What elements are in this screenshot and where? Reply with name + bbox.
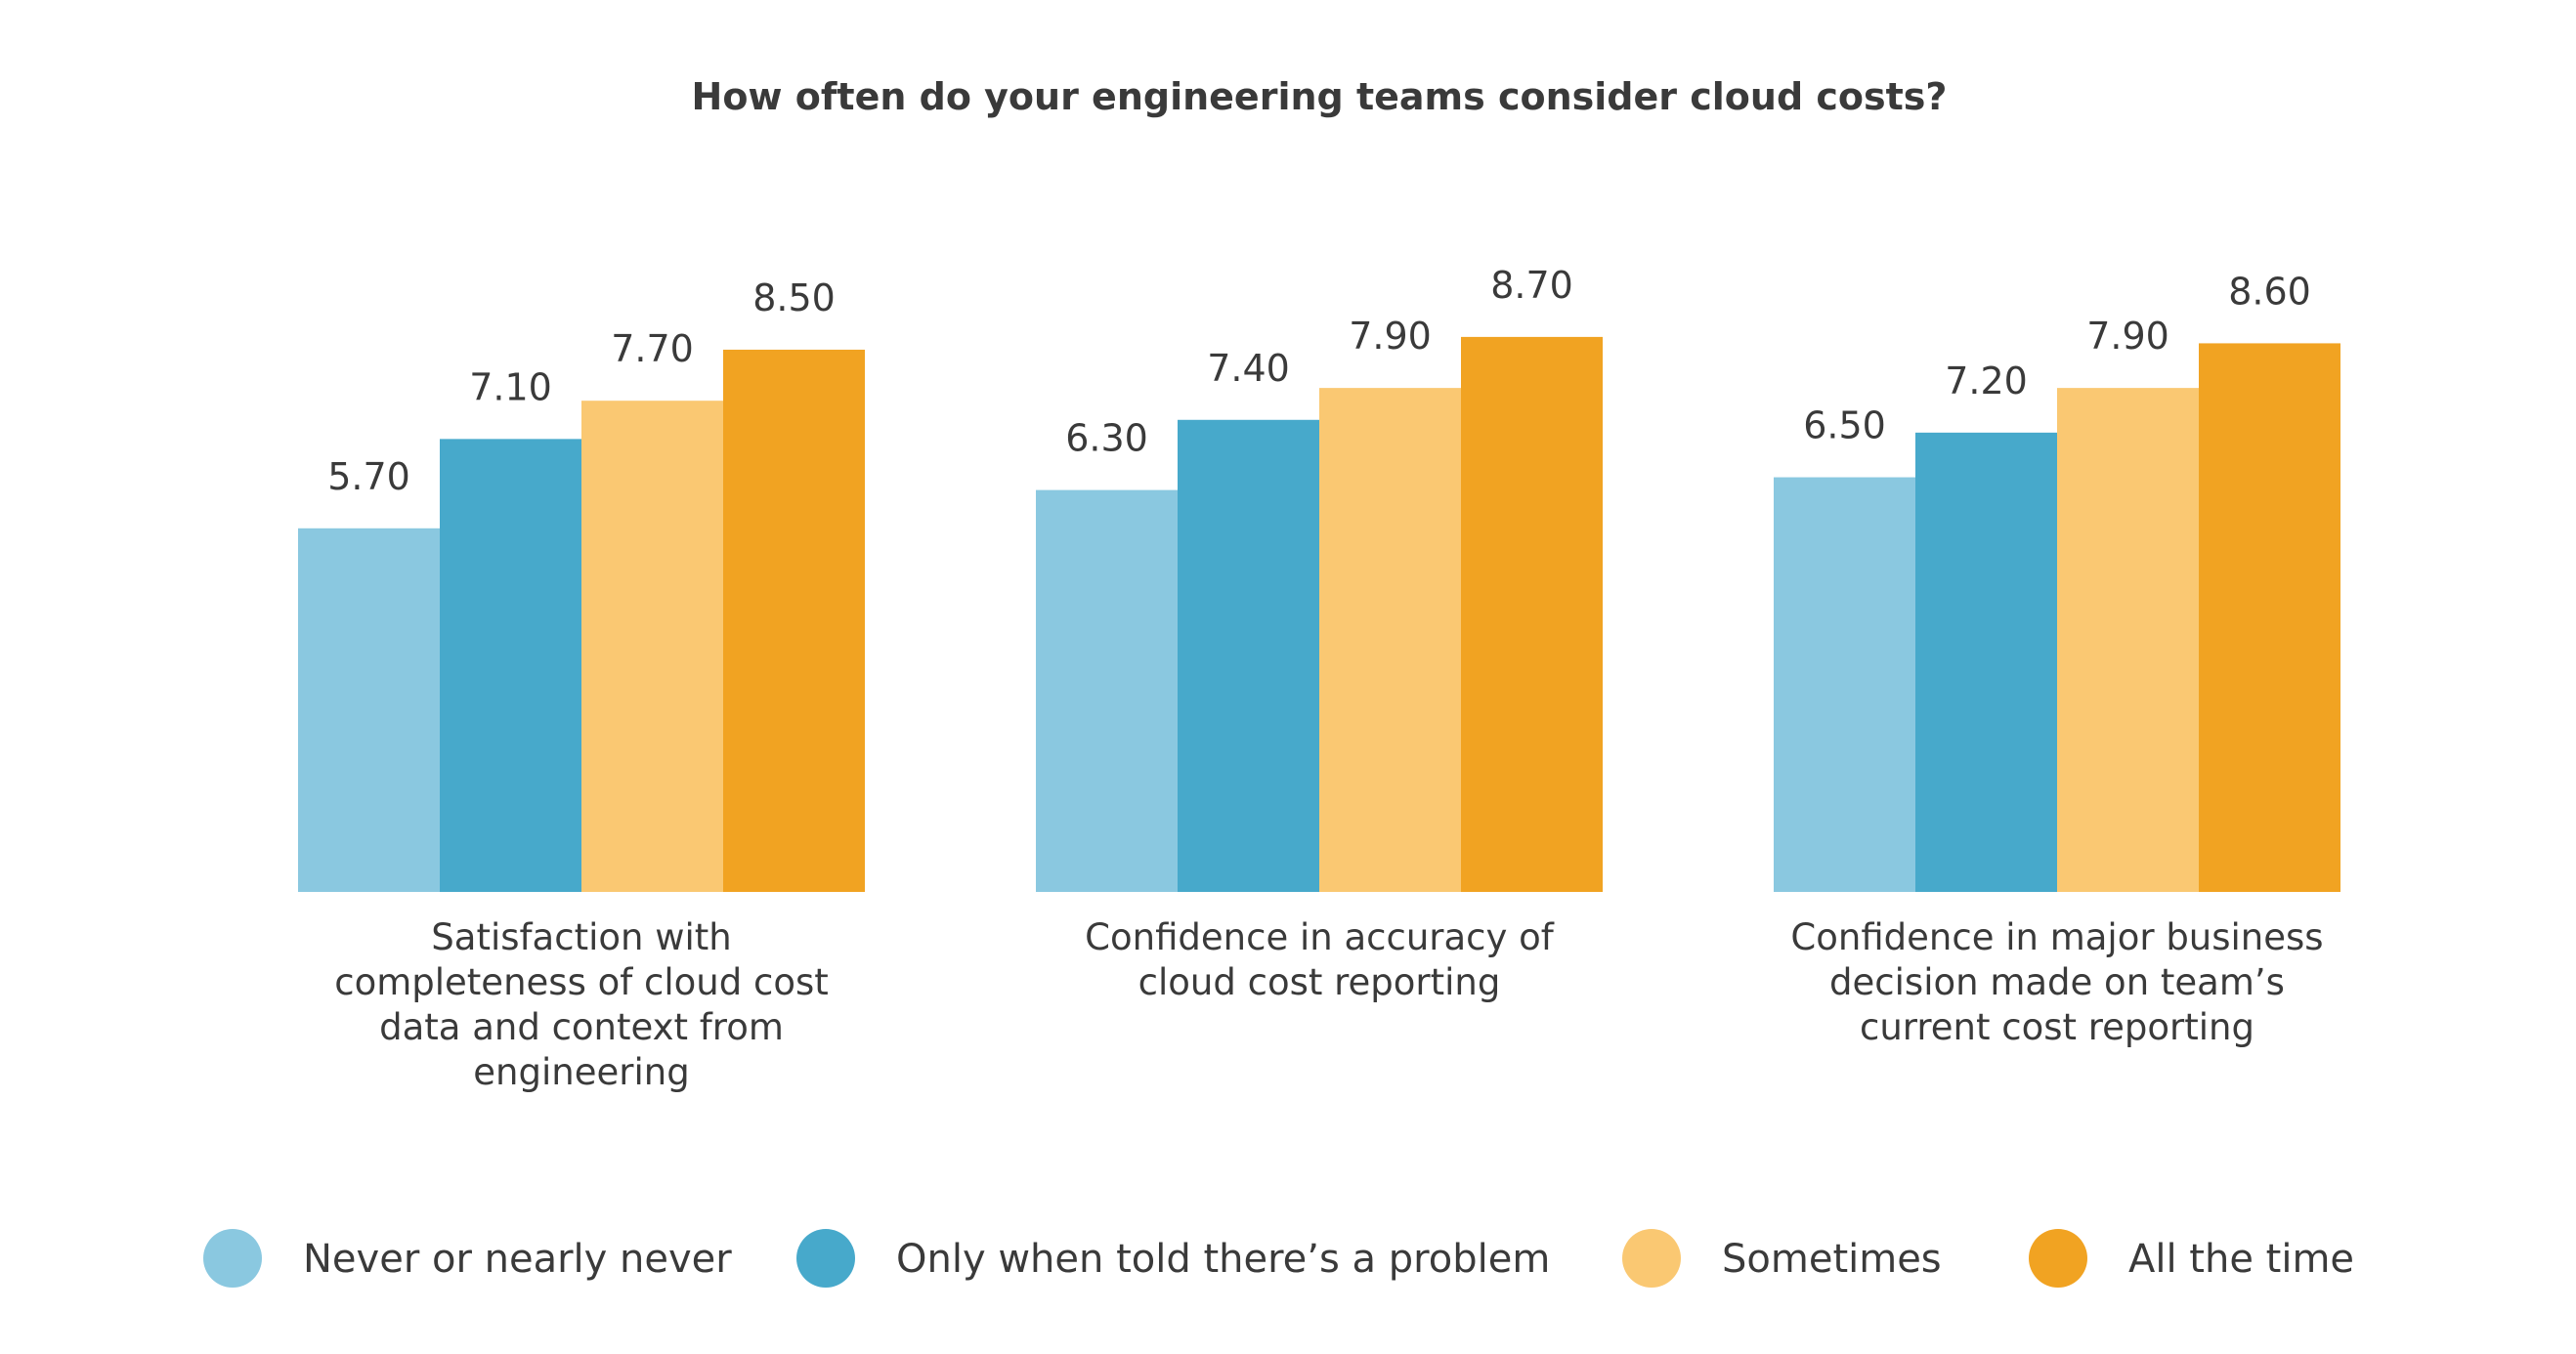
data-label: 8.60 bbox=[2228, 270, 2311, 313]
data-label: 8.70 bbox=[1490, 264, 1573, 307]
category-label: Confidence in accuracy of bbox=[1085, 916, 1555, 958]
bar bbox=[581, 401, 723, 892]
bar bbox=[1461, 336, 1603, 892]
data-label: 5.70 bbox=[327, 455, 410, 498]
bars-layer bbox=[298, 336, 2340, 892]
bar bbox=[2057, 388, 2199, 892]
value-labels-layer: 5.70 7.10 7.70 8.50 6.30 7.40 7.90 8.70 6.50 7.20… bbox=[327, 264, 2311, 498]
bar bbox=[1774, 477, 1915, 892]
legend-label: Never or nearly never bbox=[303, 1237, 732, 1282]
data-label: 7.70 bbox=[611, 327, 694, 370]
category-label: current cost reporting bbox=[1860, 1006, 2254, 1048]
bar bbox=[723, 349, 865, 892]
bar bbox=[1036, 489, 1178, 892]
legend-swatch bbox=[796, 1229, 855, 1288]
chart-title: How often do your engineering teams cons… bbox=[692, 75, 1948, 118]
category-label: cloud cost reporting bbox=[1138, 961, 1501, 1003]
data-label: 6.30 bbox=[1065, 417, 1148, 460]
data-label: 7.90 bbox=[2086, 315, 2169, 358]
data-label: 6.50 bbox=[1803, 404, 1886, 447]
bar bbox=[440, 439, 581, 892]
legend-label: Only when told there’s a problem bbox=[896, 1237, 1550, 1282]
category-label: decision made on team’s bbox=[1829, 961, 2285, 1003]
data-label: 7.90 bbox=[1349, 315, 1432, 358]
category-label: completeness of cloud cost bbox=[334, 961, 829, 1003]
bar bbox=[2199, 343, 2340, 892]
data-label: 8.50 bbox=[752, 276, 836, 319]
category-label: Confidence in major business bbox=[1790, 916, 2323, 958]
category-label: engineering bbox=[473, 1051, 689, 1093]
data-label: 7.40 bbox=[1207, 347, 1290, 390]
category-label: data and context from bbox=[379, 1006, 784, 1048]
data-label: 7.10 bbox=[469, 365, 552, 408]
legend-swatch bbox=[1622, 1229, 1681, 1288]
legend-label: All the time bbox=[2128, 1237, 2354, 1282]
bar bbox=[1319, 388, 1461, 892]
legend: Never or nearly never Only when told ther… bbox=[203, 1229, 2354, 1288]
bar bbox=[1915, 432, 2057, 892]
legend-swatch bbox=[203, 1229, 262, 1288]
legend-label: Sometimes bbox=[1722, 1237, 1942, 1282]
data-label: 7.20 bbox=[1945, 360, 2028, 402]
legend-swatch bbox=[2029, 1229, 2087, 1288]
bar bbox=[298, 528, 440, 892]
bar bbox=[1178, 419, 1319, 892]
category-label: Satisfaction with bbox=[431, 916, 731, 958]
